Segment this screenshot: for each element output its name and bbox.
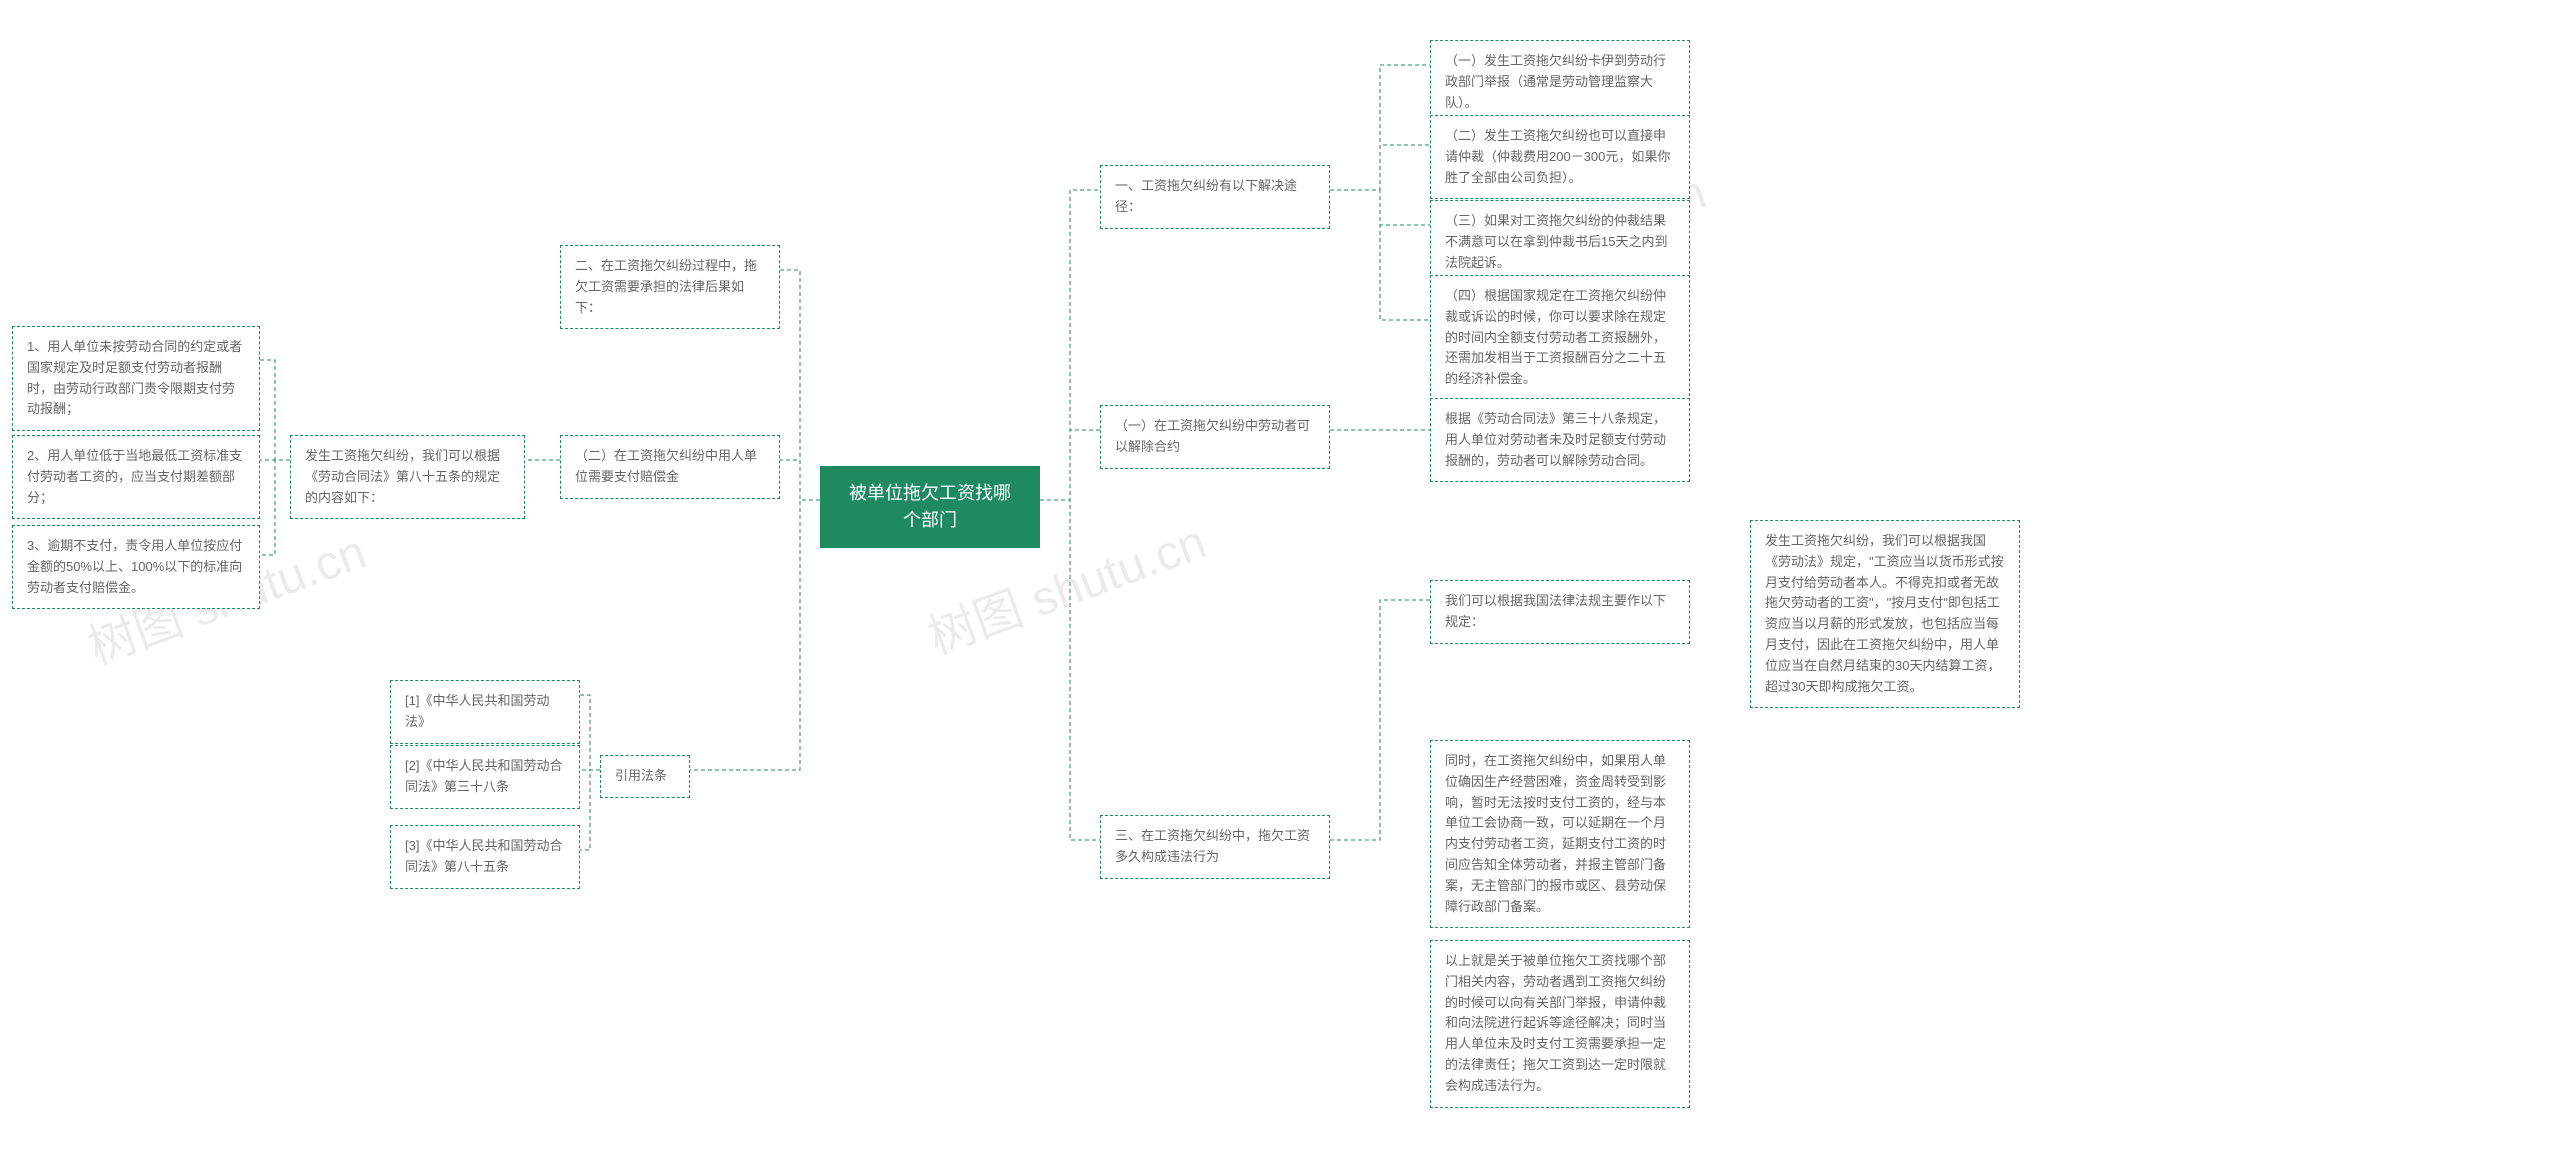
node-l2-sub: 发生工资拖欠纠纷，我们可以根据《劳动合同法》第八十五条的规定的内容如下： <box>290 435 525 519</box>
node-r3-detail2: 同时，在工资拖欠纠纷中，如果用人单位确因生产经营困难，资金周转受到影响，暂时无法… <box>1430 740 1690 928</box>
node-l1: 二、在工资拖欠纠纷过程中，拖欠工资需要承担的法律后果如下： <box>560 245 780 329</box>
node-r2-detail: 根据《劳动合同法》第三十八条规定，用人单位对劳动者未及时足额支付劳动报酬的，劳动… <box>1430 398 1690 482</box>
node-l2-item1: 1、用人单位未按劳动合同的约定或者国家规定及时足额支付劳动者报酬时，由劳动行政部… <box>12 326 260 431</box>
node-l2: （二）在工资拖欠纠纷中用人单位需要支付赔偿金 <box>560 435 780 499</box>
node-r1-item3: （三）如果对工资拖欠纠纷的仲裁结果不满意可以在拿到仲裁书后15天之内到法院起诉。 <box>1430 200 1690 284</box>
node-l2-item3: 3、逾期不支付，责令用人单位按应付金额的50%以上、100%以下的标准向劳动者支… <box>12 525 260 609</box>
node-l3: 引用法条 <box>600 755 690 798</box>
node-l3-item2: [2]《中华人民共和国劳动合同法》第三十八条 <box>390 745 580 809</box>
node-r1-item1: （一）发生工资拖欠纠纷卡伊到劳动行政部门举报（通常是劳动管理监察大队）。 <box>1430 40 1690 124</box>
node-r1-item2: （二）发生工资拖欠纠纷也可以直接申请仲裁（仲裁费用200－300元，如果你胜了全… <box>1430 115 1690 199</box>
node-l2-item2: 2、用人单位低于当地最低工资标准支付劳动者工资的，应当支付期差额部分； <box>12 435 260 519</box>
node-r2: （一）在工资拖欠纠纷中劳动者可以解除合约 <box>1100 405 1330 469</box>
node-r3-detail1: 发生工资拖欠纠纷，我们可以根据我国《劳动法》规定，"工资应当以货币形式按月支付给… <box>1750 520 2020 708</box>
center-node: 被单位拖欠工资找哪个部门 <box>820 466 1040 548</box>
node-r1-item4: （四）根据国家规定在工资拖欠纠纷仲裁或诉讼的时候，你可以要求除在规定的时间内全额… <box>1430 275 1690 401</box>
node-l3-item3: [3]《中华人民共和国劳动合同法》第八十五条 <box>390 825 580 889</box>
node-l3-item1: [1]《中华人民共和国劳动法》 <box>390 680 580 744</box>
node-r3: 三、在工资拖欠纠纷中，拖欠工资多久构成违法行为 <box>1100 815 1330 879</box>
node-r1: 一、工资拖欠纠纷有以下解决途径： <box>1100 165 1330 229</box>
node-r3-detail3: 以上就是关于被单位拖欠工资找哪个部门相关内容，劳动者遇到工资拖欠纠纷的时候可以向… <box>1430 940 1690 1108</box>
node-r3-sub: 我们可以根据我国法律法规主要作以下规定： <box>1430 580 1690 644</box>
